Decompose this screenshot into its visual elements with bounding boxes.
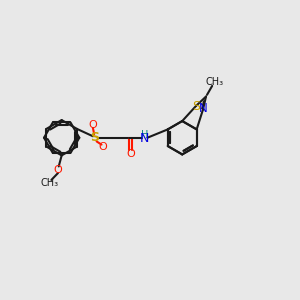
Text: CH₃: CH₃ [40, 178, 58, 188]
Text: O: O [127, 149, 135, 159]
Text: O: O [54, 165, 62, 175]
Text: CH₃: CH₃ [205, 77, 224, 87]
Text: N: N [199, 102, 208, 115]
Text: H: H [140, 130, 148, 140]
Text: N: N [140, 132, 149, 145]
Text: O: O [88, 120, 97, 130]
Text: S: S [193, 100, 201, 113]
Text: S: S [90, 131, 99, 144]
Text: O: O [98, 142, 107, 152]
